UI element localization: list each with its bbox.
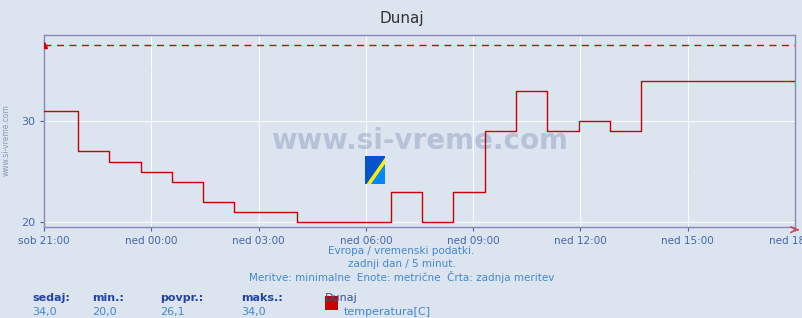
Text: 34,0: 34,0 <box>241 307 265 317</box>
Text: temperatura[C]: temperatura[C] <box>343 307 430 317</box>
Text: povpr.:: povpr.: <box>160 293 204 302</box>
Text: Meritve: minimalne  Enote: metrične  Črta: zadnja meritev: Meritve: minimalne Enote: metrične Črta:… <box>249 271 553 283</box>
Text: 20,0: 20,0 <box>92 307 117 317</box>
Text: Dunaj: Dunaj <box>325 293 358 302</box>
Text: sedaj:: sedaj: <box>32 293 70 302</box>
Polygon shape <box>365 156 385 184</box>
Polygon shape <box>365 156 385 184</box>
Text: 34,0: 34,0 <box>32 307 57 317</box>
Text: min.:: min.: <box>92 293 124 302</box>
Text: maks.:: maks.: <box>241 293 282 302</box>
Polygon shape <box>371 164 385 184</box>
Text: 26,1: 26,1 <box>160 307 185 317</box>
Text: Evropa / vremenski podatki.: Evropa / vremenski podatki. <box>328 246 474 256</box>
Text: www.si-vreme.com: www.si-vreme.com <box>2 104 11 176</box>
Text: www.si-vreme.com: www.si-vreme.com <box>271 127 567 155</box>
Text: Dunaj: Dunaj <box>379 11 423 26</box>
Text: zadnji dan / 5 minut.: zadnji dan / 5 minut. <box>347 259 455 269</box>
